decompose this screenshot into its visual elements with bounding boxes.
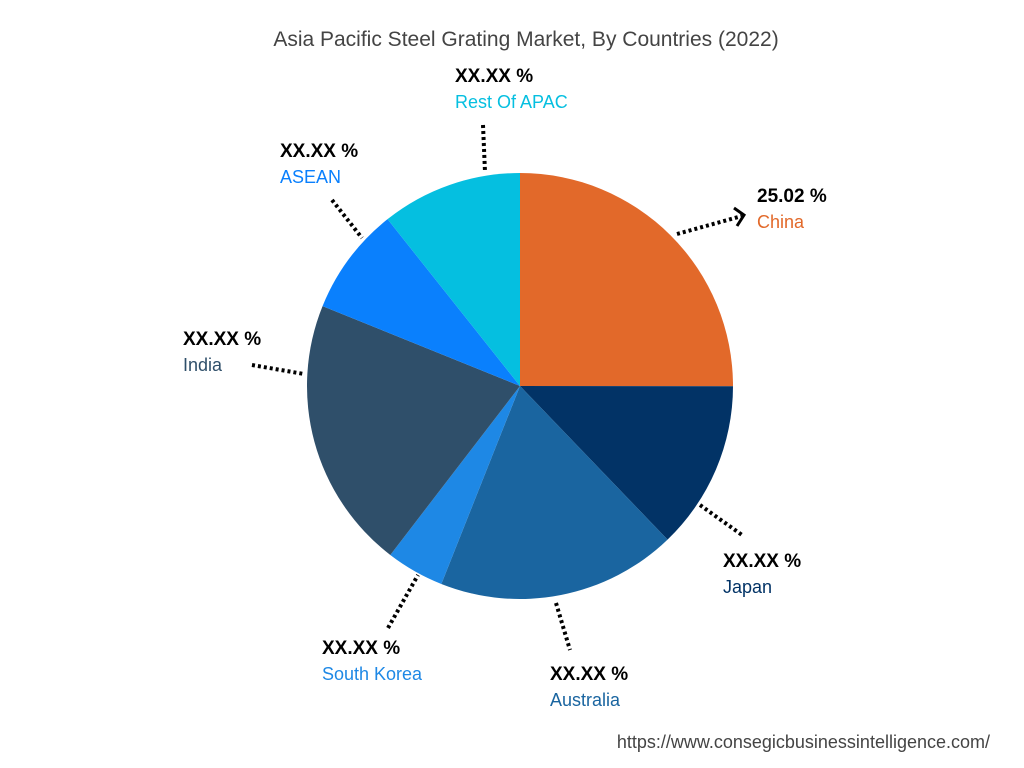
pie-slice [387,173,520,386]
value-label: XX.XX % [723,551,801,572]
leader-line [554,602,572,651]
leader-line [698,503,744,537]
chart-title: Asia Pacific Steel Grating Market, By Co… [273,28,778,51]
value-label: XX.XX % [550,664,628,685]
value-label: XX.XX % [183,329,261,350]
leader-arrow [733,206,747,227]
leader-line [330,198,364,240]
category-label: Rest Of APAC [455,92,568,112]
pie-slice [307,306,520,555]
leader-line [481,124,487,173]
category-label: India [183,355,223,375]
source-url: https://www.consegicbusinessintelligence… [617,732,990,752]
value-label: XX.XX % [322,638,400,659]
category-label: Japan [723,577,772,597]
value-label: XX.XX % [455,66,533,87]
leader-line [676,214,743,236]
pie-slice [390,386,520,584]
pie-slice [322,219,520,386]
pie-slice [520,386,733,540]
category-label: South Korea [322,664,423,684]
leader-line [251,363,305,376]
category-label: ASEAN [280,167,341,187]
category-label: China [757,212,805,232]
category-label: Australia [550,690,621,710]
pie-slice [520,173,733,387]
value-label: XX.XX % [280,141,358,162]
pie-slice [441,386,668,600]
leader-line [386,574,420,629]
value-label: 25.02 % [757,186,827,207]
